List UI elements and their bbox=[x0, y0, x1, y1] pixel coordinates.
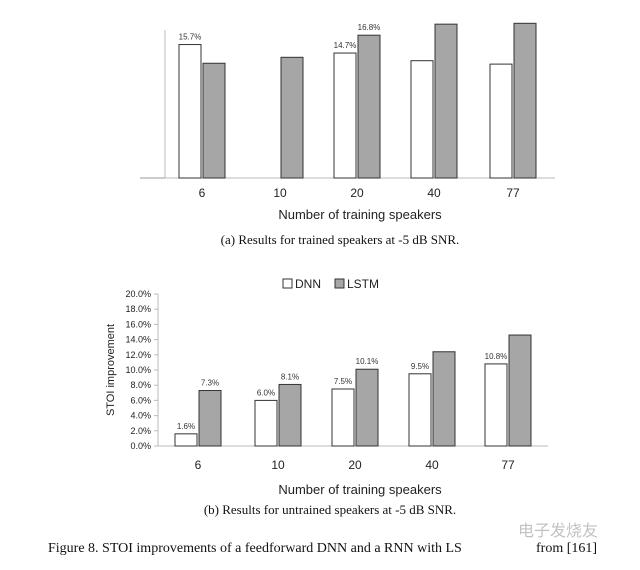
chart-1-data-label-dnn-20: 7.5% bbox=[334, 377, 352, 386]
chart-1-bar-dnn-77 bbox=[484, 363, 508, 447]
chart-1-y-tick: 20.0% bbox=[125, 289, 151, 299]
chart-1-bar-lstm-40 bbox=[432, 351, 456, 447]
chart-0-bar-lstm-77 bbox=[513, 22, 537, 179]
chart-1-data-label-dnn-10: 6.0% bbox=[257, 388, 275, 397]
chart-0-bar-dnn-40 bbox=[410, 60, 434, 179]
chart-0-data-label-dnn-20: 14.7% bbox=[334, 41, 357, 50]
legend-swatch-lstm bbox=[334, 278, 345, 289]
figure-caption-citation: from [161] bbox=[536, 541, 597, 556]
legend: DNN LSTM bbox=[282, 277, 379, 291]
chart-b-caption: (b) Results for untrained speakers at -5… bbox=[204, 502, 456, 517]
chart-0-x-tick-10: 10 bbox=[273, 186, 287, 200]
chart-1-bar-lstm-77 bbox=[508, 334, 532, 447]
chart-1-bar-lstm-10 bbox=[278, 383, 302, 447]
chart-0-bar-lstm-40 bbox=[434, 23, 458, 179]
chart-0-bar-lstm-20 bbox=[357, 34, 381, 179]
chart-0-x-tick-77: 77 bbox=[506, 186, 520, 200]
chart-1-x-tick-6: 6 bbox=[195, 458, 202, 472]
chart-1-y-tick: 0.0% bbox=[130, 441, 151, 451]
chart-a-x-axis-label: Number of training speakers bbox=[278, 207, 442, 222]
chart-0-bar-dnn-6 bbox=[178, 44, 202, 179]
chart-1-bar-dnn-10 bbox=[254, 399, 278, 447]
chart-a: 15.7% 14.7%16.8% 6 10 20 40 77 Number of trai… bbox=[140, 22, 555, 247]
chart-1-bar-dnn-6 bbox=[174, 433, 198, 447]
chart-1-y-tick: 10.0% bbox=[125, 365, 151, 375]
chart-1-y-tick: 16.0% bbox=[125, 319, 151, 329]
chart-1-y-tick: 2.0% bbox=[130, 426, 151, 436]
chart-b-x-axis-label: Number of training speakers bbox=[278, 482, 442, 497]
chart-1-data-label-lstm-6: 7.3% bbox=[201, 379, 219, 388]
chart-0-data-label-lstm-20: 16.8% bbox=[358, 23, 381, 32]
chart-1-x-tick-10: 10 bbox=[271, 458, 285, 472]
legend-label-lstm: LSTM bbox=[347, 277, 379, 291]
legend-label-dnn: DNN bbox=[295, 277, 321, 291]
chart-1-y-tick: 8.0% bbox=[130, 380, 151, 390]
chart-1-bar-dnn-20 bbox=[331, 388, 355, 447]
chart-0-data-label-dnn-6: 15.7% bbox=[179, 33, 202, 42]
figure-caption: Figure 8. STOI improvements of a feedfor… bbox=[48, 541, 462, 556]
chart-1-y-tick: 6.0% bbox=[130, 395, 151, 405]
chart-1-data-label-lstm-20: 10.1% bbox=[356, 357, 379, 366]
chart-1-x-tick-40: 40 bbox=[425, 458, 439, 472]
chart-0-bar-dnn-20 bbox=[333, 52, 357, 179]
chart-0-bar-dnn-77 bbox=[489, 63, 513, 179]
chart-0-x-tick-20: 20 bbox=[350, 186, 364, 200]
chart-0-x-tick-6: 6 bbox=[199, 186, 206, 200]
chart-1-data-label-dnn-6: 1.6% bbox=[177, 422, 195, 431]
chart-a-caption: (a) Results for trained speakers at -5 d… bbox=[221, 232, 460, 247]
chart-1-data-label-dnn-77: 10.8% bbox=[485, 352, 508, 361]
chart-1-y-tick: 12.0% bbox=[125, 350, 151, 360]
chart-1-data-label-lstm-10: 8.1% bbox=[281, 372, 299, 381]
chart-b-y-axis-label: STOI improvement bbox=[105, 324, 117, 416]
chart-1-bar-dnn-40 bbox=[408, 373, 432, 447]
chart-1-x-tick-77: 77 bbox=[501, 458, 515, 472]
chart-b: DNN LSTM STOI improvement 0.0% 2.0% 4.0% 6.… bbox=[105, 277, 548, 517]
legend-swatch-dnn bbox=[282, 278, 293, 289]
chart-0-x-tick-40: 40 bbox=[427, 186, 441, 200]
chart-1-y-tick: 4.0% bbox=[130, 411, 151, 421]
chart-1-y-tick: 14.0% bbox=[125, 335, 151, 345]
chart-0-bar-lstm-10 bbox=[280, 56, 304, 179]
chart-1-bar-lstm-6 bbox=[198, 390, 222, 447]
chart-1-x-tick-20: 20 bbox=[348, 458, 362, 472]
chart-0-bar-lstm-6 bbox=[202, 62, 226, 179]
chart-1-bar-lstm-20 bbox=[355, 368, 379, 447]
chart-1-data-label-dnn-40: 9.5% bbox=[411, 362, 429, 371]
watermark-logo: 电子发烧友 bbox=[518, 521, 598, 540]
chart-1-y-tick: 18.0% bbox=[125, 304, 151, 314]
